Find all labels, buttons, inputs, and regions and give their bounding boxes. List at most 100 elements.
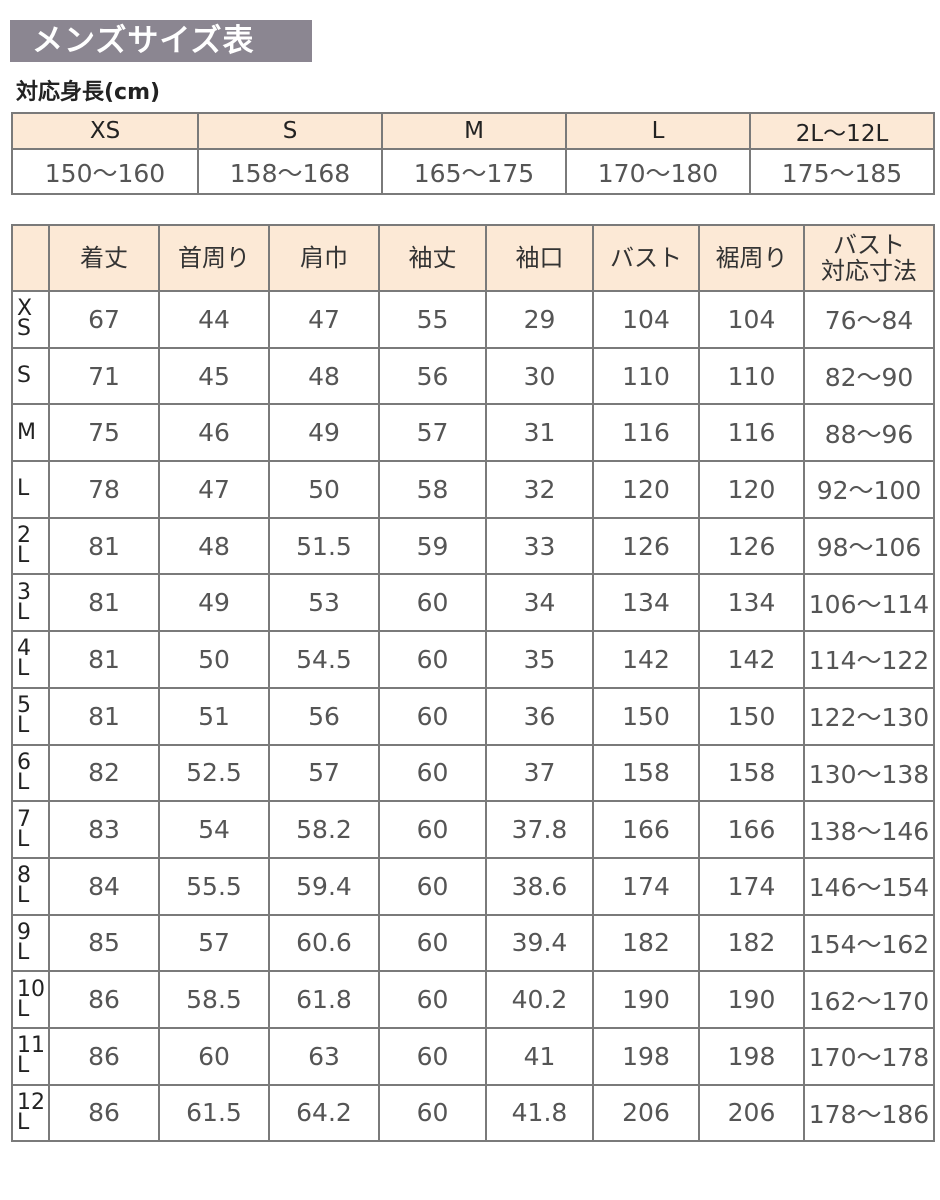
height-range-cell: 175〜185 [749, 148, 935, 195]
value-cell: 60 [158, 1026, 270, 1086]
column-header-line: 袖口 [515, 244, 564, 272]
value-cell: 58 [378, 460, 487, 519]
size-label-line: 5 [17, 693, 31, 719]
value-cell: 60 [378, 1026, 487, 1086]
value-cell: 198 [698, 1026, 805, 1086]
value-cell: 190 [698, 970, 805, 1029]
column-header: 首周り [158, 224, 270, 292]
size-label-line: L [17, 769, 30, 795]
value-cell: 82 [48, 743, 160, 803]
size-label-line: M [17, 419, 36, 445]
column-header: バスト [592, 224, 700, 292]
value-cell: 150 [698, 686, 805, 746]
value-cell: 120 [592, 460, 700, 519]
value-cell: 29 [485, 290, 594, 349]
size-label-cell: 11 L [11, 1026, 50, 1086]
size-header: S [197, 112, 383, 150]
value-cell: 110 [592, 346, 700, 406]
column-header-line: 裾周り [715, 244, 788, 272]
column-header-line: 対応寸法 [821, 257, 917, 285]
size-label-line: 12 [17, 1089, 45, 1115]
value-cell: 39.4 [485, 913, 594, 973]
size-label-line: 4 [17, 636, 31, 662]
size-label-line: 8 [17, 863, 31, 889]
value-cell: 41.8 [485, 1083, 594, 1143]
value-cell: 51 [158, 686, 270, 746]
value-cell: 198 [592, 1026, 700, 1086]
table-row: M 75 46 49 57 31 116 116 88〜96 [11, 403, 935, 463]
size-label-cell: L [11, 460, 50, 519]
table-row: 9 L 85 57 60.6 60 39.4 182 182 154〜162 [11, 913, 935, 973]
column-header: 肩巾 [268, 224, 380, 292]
value-cell: 47 [158, 460, 270, 519]
value-cell: 138〜146 [803, 800, 935, 859]
value-cell: 60 [378, 970, 487, 1029]
value-cell: 34 [485, 573, 594, 633]
size-label-line: L [17, 1109, 30, 1135]
size-label-line: L [17, 1053, 30, 1079]
value-cell: 58.2 [268, 800, 380, 859]
size-label-line: 9 [17, 919, 31, 945]
value-cell: 55.5 [158, 856, 270, 916]
value-cell: 206 [698, 1083, 805, 1143]
value-cell: 106〜114 [803, 573, 935, 633]
value-cell: 60.6 [268, 913, 380, 973]
column-header-line: 首周り [178, 244, 250, 272]
value-cell: 54 [158, 800, 270, 859]
size-label-line: X [17, 296, 33, 322]
value-cell: 44 [158, 290, 270, 349]
size-label-cell: 10 L [11, 970, 50, 1029]
size-label-line: S [17, 316, 31, 342]
value-cell: 48 [268, 346, 380, 406]
value-cell: 63 [268, 1026, 380, 1086]
value-cell: 166 [592, 800, 700, 859]
column-header-line: バスト [833, 231, 905, 259]
value-cell: 174 [592, 856, 700, 916]
height-table-label: 対応身長(cm) [16, 80, 161, 105]
column-header: 着丈 [48, 224, 160, 292]
value-cell: 53 [268, 573, 380, 633]
value-cell: 61.8 [268, 970, 380, 1029]
value-cell: 60 [378, 686, 487, 746]
value-cell: 50 [268, 460, 380, 519]
value-cell: 30 [485, 346, 594, 406]
value-cell: 33 [485, 516, 594, 576]
size-label-line: S [17, 363, 31, 389]
value-cell: 114〜122 [803, 630, 935, 689]
column-header-line: 袖丈 [408, 244, 457, 272]
table-row: 4 L 81 50 54.5 60 35 142 142 114〜122 [11, 630, 935, 689]
value-cell: 98〜106 [803, 516, 935, 576]
value-cell: 56 [268, 686, 380, 746]
value-cell: 110 [698, 346, 805, 406]
value-cell: 84 [48, 856, 160, 916]
value-cell: 59 [378, 516, 487, 576]
table-row: 2 L 81 48 51.5 59 33 126 126 98〜106 [11, 516, 935, 576]
size-label-line: 11 [17, 1033, 45, 1059]
value-cell: 122〜130 [803, 686, 935, 746]
table-row: S 71 45 48 56 30 110 110 82〜90 [11, 346, 935, 406]
column-header-line: 着丈 [80, 244, 128, 272]
value-cell: 142 [698, 630, 805, 689]
size-header: XS [11, 112, 199, 150]
size-table: 着丈 首周り 肩巾 袖丈 袖口 バスト 裾周り バスト 対応寸法 X S 67 44 47 55 29 104… [11, 224, 935, 1143]
value-cell: 78 [48, 460, 160, 519]
value-cell: 41 [485, 1026, 594, 1086]
value-cell: 32 [485, 460, 594, 519]
value-cell: 37.8 [485, 800, 594, 859]
size-label-line: 10 [17, 976, 45, 1002]
value-cell: 51.5 [268, 516, 380, 576]
size-label-line: L [17, 826, 30, 852]
value-cell: 46 [158, 403, 270, 463]
height-range-cell: 150〜160 [11, 148, 199, 195]
size-label-line: L [17, 939, 30, 965]
value-cell: 170〜178 [803, 1026, 935, 1086]
value-cell: 75 [48, 403, 160, 463]
value-cell: 45 [158, 346, 270, 406]
value-cell: 134 [698, 573, 805, 633]
value-cell: 182 [592, 913, 700, 973]
value-cell: 82〜90 [803, 346, 935, 406]
value-cell: 57 [158, 913, 270, 973]
